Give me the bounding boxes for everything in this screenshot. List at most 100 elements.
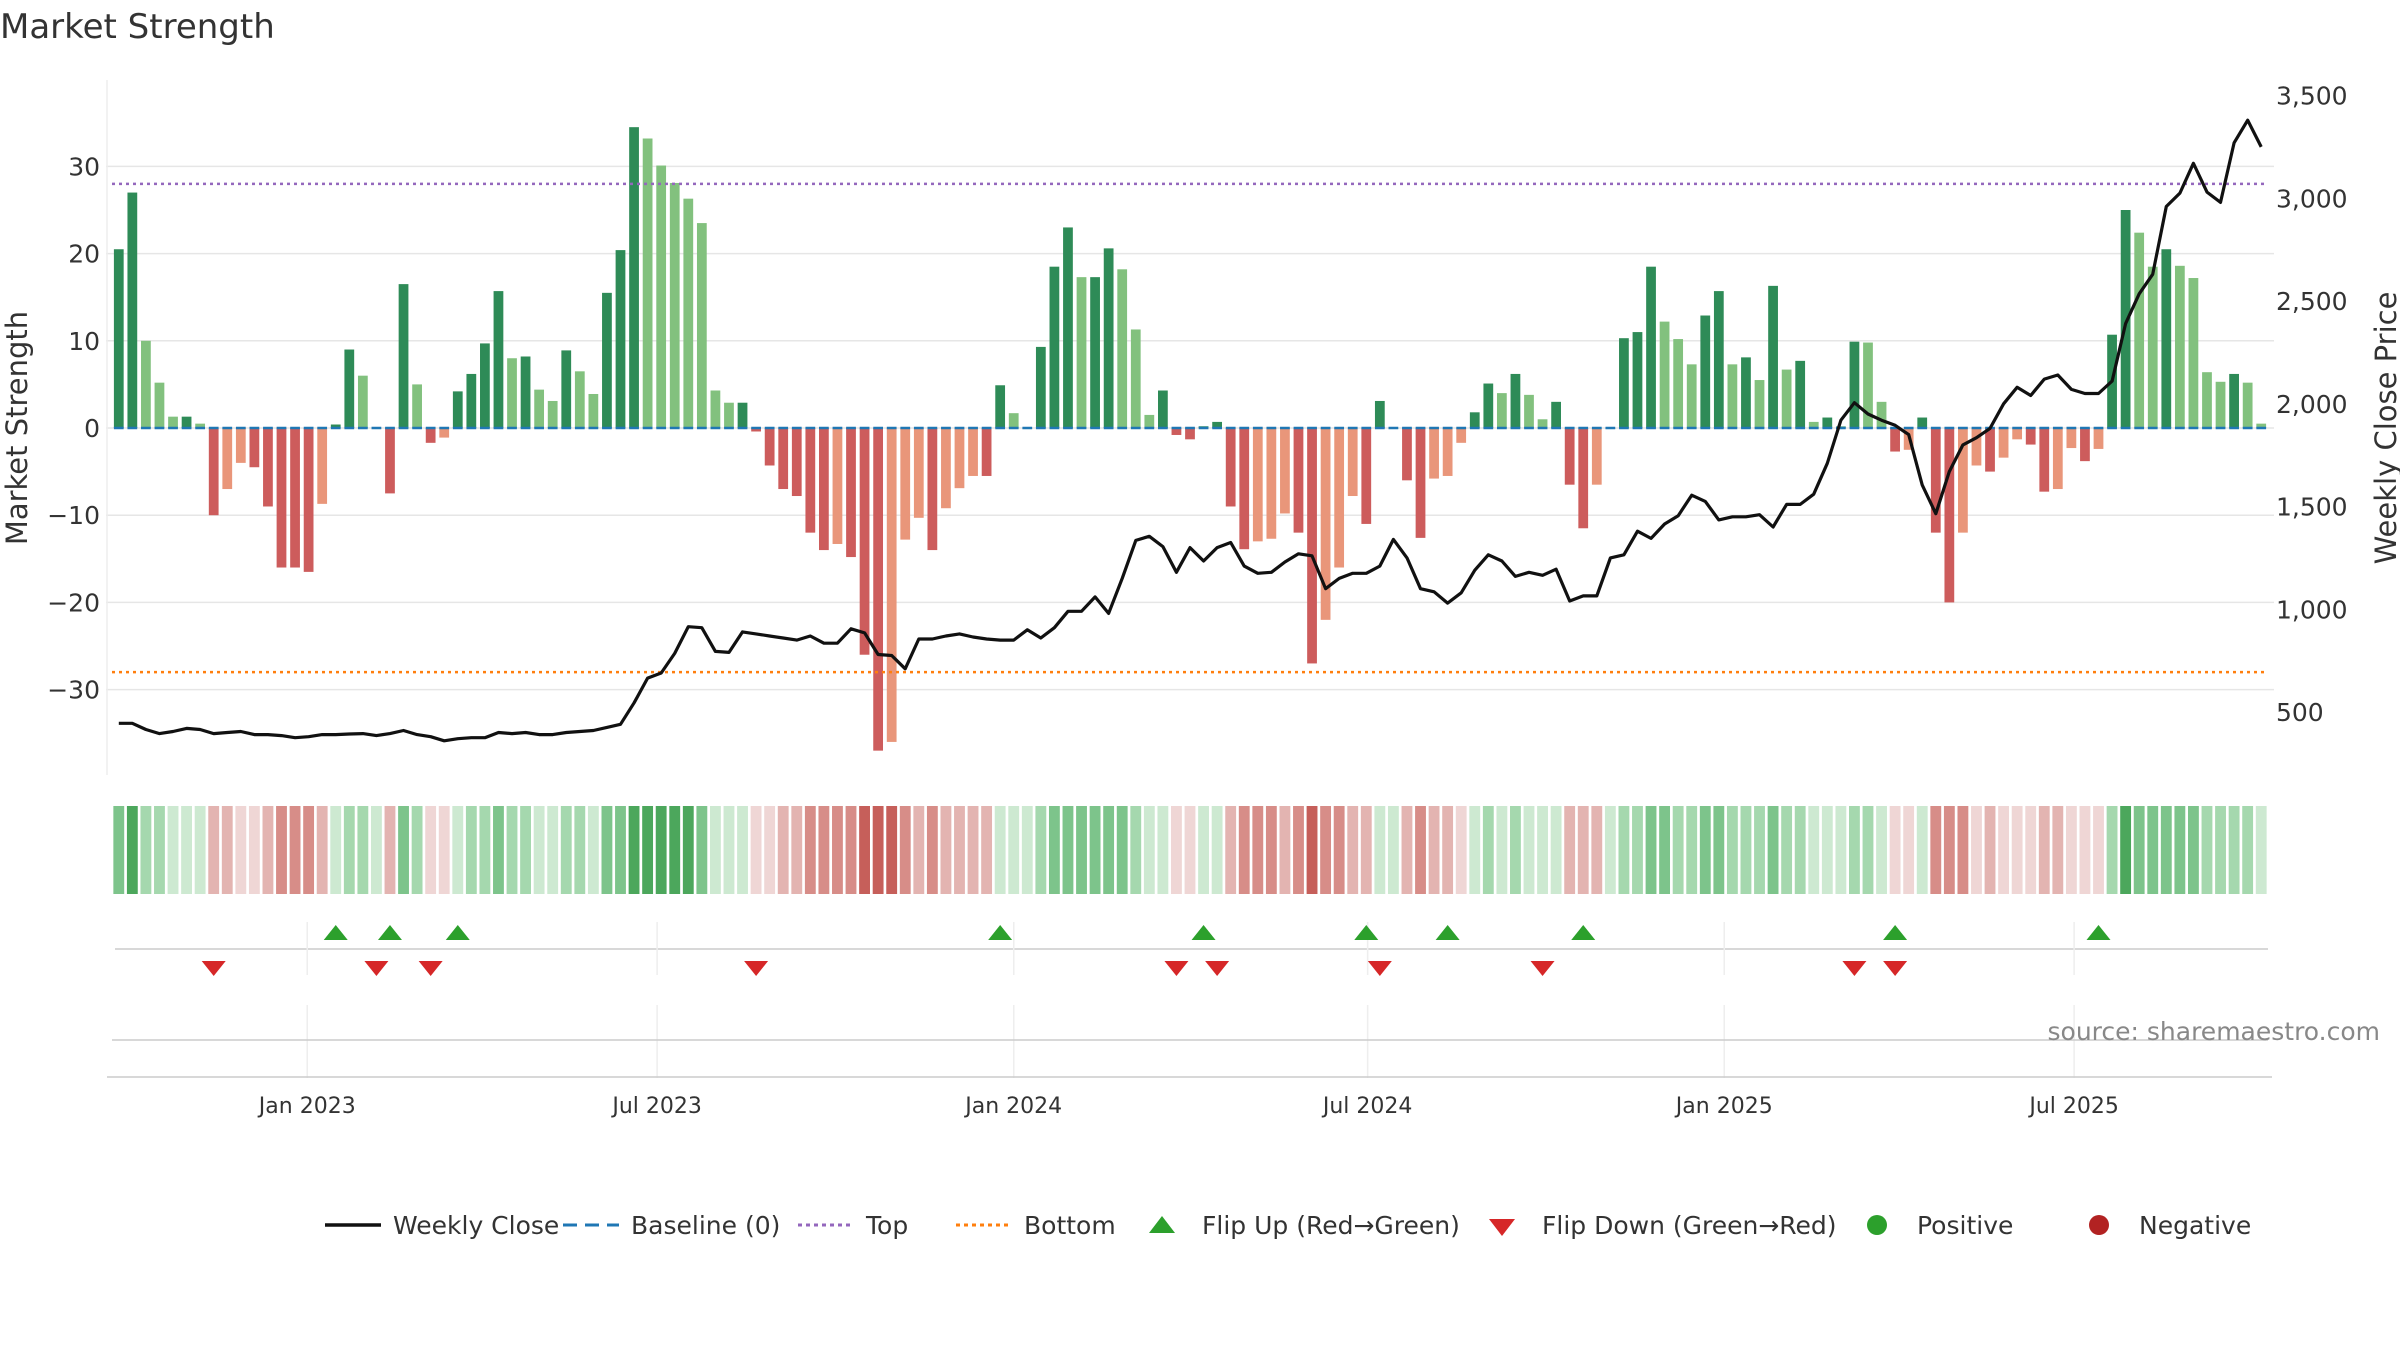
strength-bar (1402, 428, 1412, 481)
y-left-tick-label: −10 (47, 501, 100, 530)
strength-bar (683, 198, 694, 428)
strength-bar (1564, 428, 1575, 485)
strength-bar (2093, 428, 2104, 449)
strength-bar (154, 382, 165, 428)
strength-bar (1890, 428, 1900, 452)
strength-bar (1578, 428, 1589, 529)
strength-bar (1456, 428, 1467, 443)
strength-bar (656, 165, 667, 428)
heat-cell (1198, 806, 1209, 894)
strength-bar (724, 402, 734, 428)
strength-bar (710, 390, 721, 428)
heat-cell (1835, 806, 1847, 894)
x-tick-label: Jan 2024 (963, 1094, 1062, 1119)
heat-cell (1184, 806, 1196, 894)
strength-bar (1510, 373, 1521, 428)
heat-cell (1604, 806, 1616, 894)
heat-cell (1957, 806, 1969, 894)
heat-cell (343, 806, 355, 894)
strength-bar (263, 428, 273, 507)
y-right-tick-label: 2,000 (2276, 390, 2348, 419)
heat-cell (113, 806, 125, 894)
strength-bar (1496, 393, 1507, 428)
strength-bar (615, 250, 626, 428)
strength-bar (1524, 394, 1534, 428)
heat-cell (2187, 806, 2199, 894)
heat-cell (682, 806, 694, 894)
y-left-tick-label: 30 (68, 152, 100, 181)
strength-bar (2025, 428, 2036, 445)
heat-cell (777, 806, 789, 894)
heat-cell (330, 806, 342, 894)
strength-bar (1483, 383, 1494, 428)
strength-bar (1185, 428, 1195, 440)
strength-bar (1646, 266, 1656, 428)
strength-bar (1320, 428, 1331, 620)
flip-down-marker (744, 961, 769, 976)
strength-bar (1157, 390, 1168, 428)
legend-label: Flip Down (Green→Red) (1542, 1211, 1837, 1240)
heat-cell (1062, 806, 1074, 894)
strength-bar (1808, 421, 1819, 428)
strength-bar (832, 428, 843, 544)
heat-cell (289, 806, 301, 894)
heat-cell (1482, 806, 1494, 894)
strength-bar (913, 428, 924, 518)
strength-bar (547, 400, 558, 428)
heat-cell (208, 806, 220, 894)
heat-cell (1008, 806, 1020, 894)
strength-bar (1225, 428, 1236, 507)
flip-signal-panel (112, 922, 2268, 1078)
heat-cell (1930, 806, 1942, 894)
strength-bar (1442, 428, 1453, 476)
heat-cell (384, 806, 396, 894)
y-left-tick-label: −30 (47, 676, 100, 705)
strength-bar (141, 340, 151, 428)
heat-cell (1889, 806, 1901, 894)
heat-cell (1374, 806, 1386, 894)
flip-down-marker (1367, 961, 1392, 976)
strength-bar (2215, 381, 2226, 428)
heat-cell (832, 806, 843, 894)
heat-cell (276, 806, 287, 894)
heat-cell (533, 806, 545, 894)
heat-cell (2065, 806, 2077, 894)
strength-bar (1958, 428, 1968, 533)
heat-cell (1401, 806, 1413, 894)
heat-cell (574, 806, 586, 894)
flip-up-marker (988, 925, 1013, 940)
heat-cell (1116, 806, 1128, 894)
strength-bar (1117, 269, 1128, 428)
strength-bar (941, 428, 951, 509)
strength-bar (2052, 428, 2063, 490)
heat-cell (140, 806, 152, 894)
strength-bar (1795, 360, 1806, 428)
strength-bar (1266, 428, 1277, 539)
strength-bar (1090, 277, 1100, 428)
strength-bar (1035, 346, 1046, 428)
flip-up-marker (445, 925, 470, 940)
strength-bar (2120, 210, 2131, 428)
heat-cell (1387, 806, 1399, 894)
heat-cell (1577, 806, 1589, 894)
strength-bar (127, 192, 138, 428)
heat-cell (1862, 806, 1874, 894)
strength-bar (696, 223, 707, 428)
strength-bar (1347, 428, 1358, 497)
flip-up-marker (1191, 925, 1216, 940)
heat-cell (1591, 806, 1603, 894)
legend-label: Baseline (0) (631, 1211, 780, 1240)
strength-bar (886, 428, 897, 742)
strength-bar (290, 428, 300, 568)
heat-cell (126, 806, 138, 894)
strength-bar (168, 416, 178, 428)
heat-cell (303, 806, 315, 894)
heat-cell (1808, 806, 1820, 894)
source-note: source: sharemaestro.com (2048, 1017, 2381, 1046)
strength-bar (1307, 428, 1317, 664)
heat-cell (1089, 806, 1101, 894)
strength-bar (1252, 428, 1263, 542)
heat-cell (1998, 806, 2010, 894)
strength-bar (927, 428, 938, 551)
strength-bar (1917, 417, 1928, 428)
